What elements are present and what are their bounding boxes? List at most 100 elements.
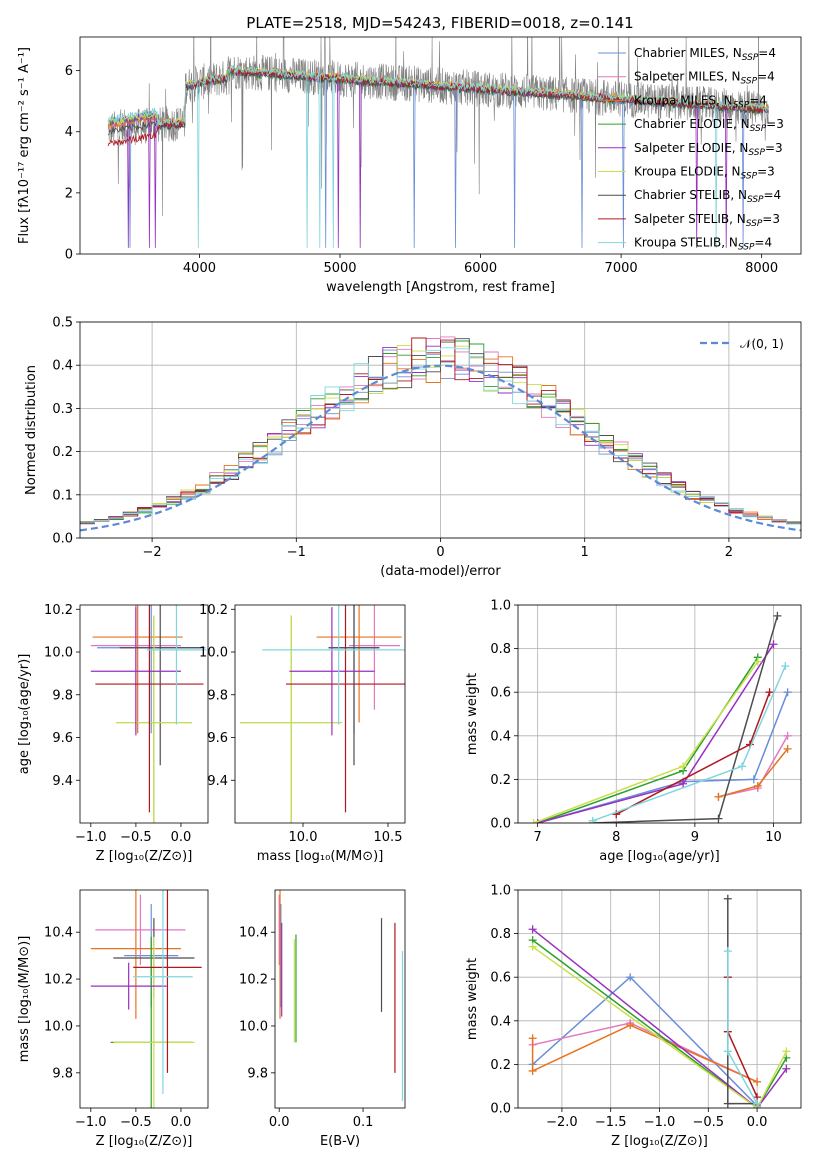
y-tick-label: 0.6 (490, 971, 511, 986)
axes-spine (517, 604, 802, 824)
x-axis-label: Z [log₁₀(Z/Z⊙)] (96, 1134, 193, 1149)
errorbar-point (286, 605, 405, 813)
weight-marker (783, 688, 792, 697)
x-tick-label: 4000 (183, 261, 216, 276)
y-tick-label: 0.1 (52, 488, 73, 503)
y-tick-label: 1.0 (490, 884, 511, 899)
weight-marker (753, 781, 762, 790)
y-tick-label: 9.8 (52, 1066, 73, 1081)
weight-marker (782, 1047, 791, 1056)
histogram-series (80, 338, 801, 525)
weight-marker (626, 973, 635, 982)
x-tick-label: 8000 (745, 261, 778, 276)
weight-marker (528, 1066, 537, 1075)
x-axis-label: E(B-V) (320, 1134, 360, 1149)
y-tick-label: 9.4 (52, 774, 73, 789)
x-tick-label: −2.0 (546, 1115, 578, 1130)
weight-line (537, 691, 789, 823)
x-tick-label: 10.5 (374, 830, 403, 845)
errorbar-point (146, 605, 207, 725)
y-tick-label: 10.2 (44, 973, 73, 988)
x-axis-label: Z [log₁₀(Z/Z⊙)] (96, 849, 193, 864)
x-tick-label: 0 (436, 545, 444, 560)
plot-area (90, 890, 202, 1108)
x-axis-label: Z [log₁₀(Z/Z⊙)] (611, 1134, 708, 1149)
y-tick-label: 9.8 (247, 1066, 268, 1081)
y-tick-label: 9.6 (207, 731, 228, 746)
errorbar-point (289, 607, 375, 736)
residuals-panel: −2 −1 0 1 2 0.0 0.1 0.2 0.3 0.4 0.5 (data-model)/er… (24, 316, 802, 579)
y-tick-label: 2 (65, 186, 73, 201)
y-tick-label: 0 (65, 248, 73, 263)
axes-spine (517, 889, 802, 1109)
mass-vs-EBV-panel: 0.0 0.1 9.8 10.0 10.2 10.4 E(B-V) (239, 889, 406, 1149)
x-tick-label: 5000 (323, 261, 356, 276)
axes-spine (274, 889, 406, 1109)
plot-area (80, 336, 801, 532)
y-tick-label: 6 (65, 64, 73, 79)
weight-marker (738, 762, 747, 771)
weight-marker (714, 792, 723, 801)
weight-marker (782, 1064, 791, 1073)
x-tick-label: −2 (143, 545, 162, 560)
weight-marker (749, 775, 758, 784)
x-tick-label: −1.5 (595, 1115, 627, 1130)
plot-area (90, 605, 207, 823)
weight-marker (781, 662, 790, 671)
weight-marker (765, 688, 774, 697)
legend-entry: Kroupa STELIB, NSSP=4 (634, 236, 772, 253)
legend-entry: Chabrier MILES, NSSP=4 (634, 46, 776, 63)
y-tick-label: 0.2 (52, 445, 73, 460)
y-tick-label: 0.4 (490, 729, 511, 744)
errorbar-point (116, 615, 192, 823)
plot-area (107, 37, 769, 248)
legend-entry: Salpeter ELODIE, NSSP=3 (634, 141, 783, 158)
weight-line (537, 643, 775, 823)
errorbar-point (240, 615, 343, 823)
x-tick-label: −0.5 (693, 1115, 725, 1130)
axes-frame: −2 −1 0 1 2 0.0 0.1 0.2 0.3 0.4 0.5 (data-model)/er… (24, 316, 802, 579)
y-tick-label: 0.2 (490, 1058, 511, 1073)
x-tick-label: 9 (691, 830, 699, 845)
weight-marker (773, 611, 782, 620)
axes-spine (79, 889, 209, 1109)
y-axis-label: mass weight (465, 958, 480, 1040)
errorbar-point (348, 605, 400, 710)
y-tick-label: 9.8 (52, 688, 73, 703)
weight-marker (769, 640, 778, 649)
axes-frame: 7 8 9 10 0.0 0.2 0.4 0.6 0.8 1.0 age [log₁₀(age/yr… (465, 599, 802, 864)
y-tick-label: 0.4 (52, 359, 73, 374)
weight-marker (753, 1077, 762, 1086)
axes-frame: −2.0 −1.5 −1.0 −0.5 0.0 0.0 0.2 0.4 0.6 0.8 1.0 Z [… (465, 884, 802, 1149)
observed-spectrum (107, 37, 769, 217)
axes-frame: 0.0 0.1 9.8 10.0 10.2 10.4 E(B-V) (239, 889, 406, 1149)
axes-frame: 4000 5000 6000 7000 8000 0 2 4 6 wavelength [Angs… (17, 36, 802, 295)
y-tick-label: 0.8 (490, 642, 511, 657)
weight-marker (723, 1099, 732, 1108)
y-axis-label: mass [log₁₀(M/M⊙)] (17, 936, 32, 1063)
model-spectrum (107, 64, 769, 248)
y-tick-label: 9.6 (52, 731, 73, 746)
x-tick-label: 0.0 (171, 830, 192, 845)
x-axis-label: mass [log₁₀(M/M⊙)] (257, 849, 384, 864)
weight-marker (679, 779, 688, 788)
weight-marker (679, 762, 688, 771)
weight-marker (528, 1034, 537, 1043)
y-tick-label: 0.0 (490, 817, 511, 832)
x-tick-label: 0.0 (171, 1115, 192, 1130)
x-tick-label: 7000 (605, 261, 638, 276)
chart-layer: 4000 5000 6000 7000 8000 0 2 4 6 wavelength [Angs… (17, 36, 802, 1149)
massweight-vs-Z-panel: −2.0 −1.5 −1.0 −0.5 0.0 0.0 0.2 0.4 0.6 0.8 1.0 Z [… (465, 884, 802, 1149)
y-axis-label: Flux [fλ10⁻¹⁷ erg cm⁻² s⁻¹ A⁻¹] (17, 47, 32, 244)
legend-entry: Kroupa MILES, NSSP=4 (634, 93, 767, 110)
weight-line (532, 946, 788, 1108)
x-tick-label: 10 (765, 830, 782, 845)
errorbar-point (95, 605, 204, 813)
errorbar-point (90, 890, 181, 1019)
y-tick-label: 0.0 (52, 532, 73, 547)
age-vs-Z-panel: −1.0 −0.5 0.0 9.4 9.6 9.8 10.0 10.2 Z [log₁₀(Z/Z… (17, 603, 209, 864)
y-tick-label: 10.2 (44, 603, 73, 618)
errorbar-point (119, 605, 201, 766)
histogram-series (80, 347, 801, 525)
